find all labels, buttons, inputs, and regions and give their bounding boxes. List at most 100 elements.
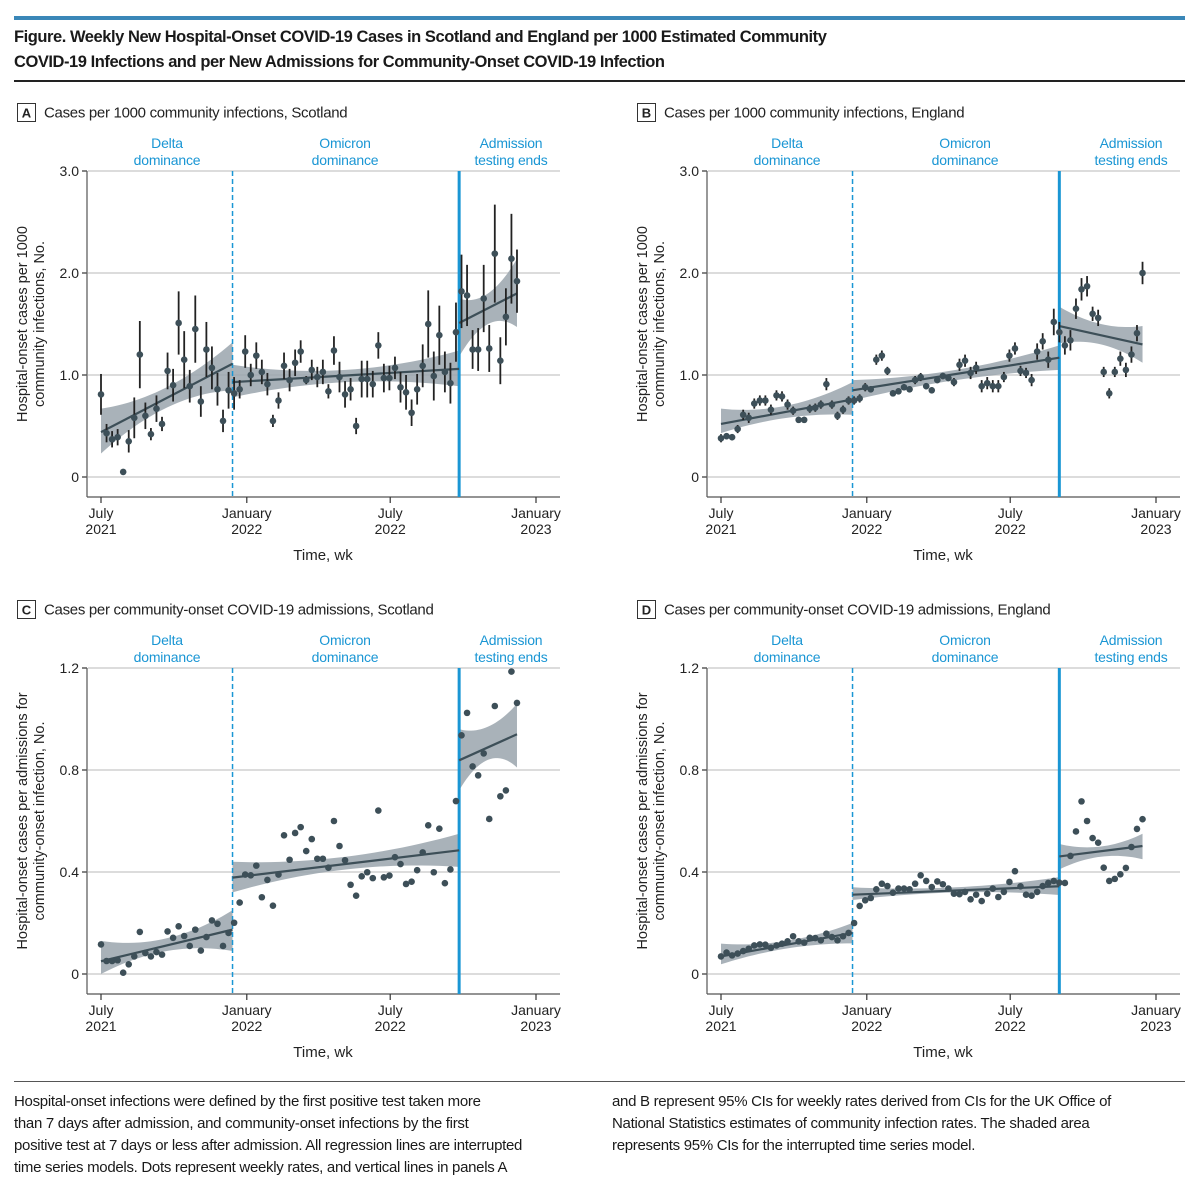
data-point	[1017, 882, 1024, 890]
panel-letter: C	[22, 603, 32, 618]
data-point	[219, 417, 227, 425]
data-point	[363, 868, 371, 876]
data-point	[806, 934, 814, 942]
data-point	[795, 416, 802, 424]
data-point	[424, 822, 432, 829]
data-point	[347, 881, 354, 889]
data-point	[856, 902, 863, 910]
data-point	[325, 864, 332, 871]
data-point	[1133, 329, 1141, 337]
regression-line	[100, 928, 233, 963]
data-point	[430, 868, 438, 876]
data-point	[762, 397, 769, 404]
data-point	[419, 362, 426, 370]
data-point	[175, 923, 182, 930]
data-point	[945, 885, 952, 892]
data-point	[413, 866, 421, 874]
data-point	[130, 953, 138, 960]
regression-line	[100, 362, 234, 434]
y-tick-label: 0.4	[680, 864, 700, 880]
footnote-right: and B represent 95% CIs for weekly rates…	[612, 1091, 1111, 1157]
phase-annotation: Delta	[151, 632, 183, 648]
data-point	[119, 969, 127, 977]
data-point	[291, 359, 299, 367]
data-point	[828, 933, 836, 941]
data-point	[225, 929, 232, 937]
data-point	[452, 328, 460, 336]
data-point	[1083, 282, 1091, 290]
data-point	[264, 876, 271, 884]
data-point	[447, 379, 454, 387]
data-point	[873, 356, 880, 364]
data-point	[341, 391, 349, 398]
data-point	[900, 383, 908, 391]
data-point	[158, 951, 166, 958]
data-point	[119, 468, 127, 476]
data-point	[502, 313, 510, 321]
data-point	[784, 938, 791, 945]
data-point	[108, 957, 116, 965]
data-point	[967, 369, 974, 377]
data-point	[330, 817, 338, 825]
data-point	[861, 897, 869, 904]
data-point	[845, 929, 852, 937]
data-point	[856, 395, 863, 402]
data-point	[352, 892, 360, 900]
y-tick-label: 2.0	[680, 265, 700, 281]
phase-annotation: Omicron	[939, 632, 991, 648]
data-point	[911, 376, 919, 384]
data-point	[491, 702, 499, 710]
data-point	[972, 364, 980, 372]
data-point	[1139, 269, 1146, 277]
data-point	[375, 342, 382, 349]
data-point	[795, 938, 802, 945]
x-tick-label: 2022	[231, 1018, 262, 1034]
y-tick-label: 0.4	[60, 864, 80, 880]
panel-a: A Cases per 1000 community infections, Sc…	[15, 103, 561, 564]
data-point	[469, 346, 476, 353]
data-point	[236, 385, 243, 393]
data-point	[1122, 864, 1130, 872]
phase-annotation: Admission	[480, 135, 543, 151]
data-point	[402, 880, 410, 888]
data-point	[823, 380, 830, 388]
data-point	[817, 401, 825, 408]
x-tick-label: July	[89, 505, 114, 521]
data-point	[867, 385, 875, 393]
data-point	[497, 357, 504, 365]
data-point	[508, 668, 515, 675]
data-point	[175, 319, 182, 327]
panel-letter-box	[17, 103, 36, 122]
data-point	[956, 361, 963, 369]
data-point	[214, 920, 221, 928]
data-point	[1100, 864, 1108, 871]
x-tick-label: January	[1131, 1002, 1181, 1018]
data-point	[485, 345, 493, 352]
data-point	[995, 893, 1002, 901]
data-point	[1039, 338, 1046, 345]
data-point	[319, 368, 327, 376]
data-point	[1028, 892, 1035, 900]
phase-annotation: Admission	[1100, 632, 1163, 648]
panel-d: D Cases per community-onset COVID-19 admi…	[635, 600, 1181, 1061]
data-point	[247, 371, 255, 379]
title-divider	[14, 80, 1185, 82]
y-axis-title: Hospital-onset cases per admissions for	[635, 692, 651, 949]
data-point	[728, 433, 736, 441]
phase-annotation: dominance	[134, 649, 201, 665]
data-point	[397, 383, 404, 391]
data-point	[197, 947, 205, 954]
data-point	[756, 397, 764, 404]
data-point	[380, 874, 388, 881]
y-tick-label: 3.0	[680, 163, 700, 179]
data-point	[153, 948, 160, 956]
x-tick-label: 2022	[375, 1018, 406, 1034]
data-point	[789, 407, 797, 415]
footnote-divider	[14, 1081, 1185, 1082]
data-point	[191, 926, 199, 933]
data-point	[817, 937, 825, 944]
phase-annotation: dominance	[754, 152, 821, 168]
data-point	[386, 374, 393, 382]
data-point	[834, 412, 841, 420]
data-point	[1094, 839, 1102, 846]
